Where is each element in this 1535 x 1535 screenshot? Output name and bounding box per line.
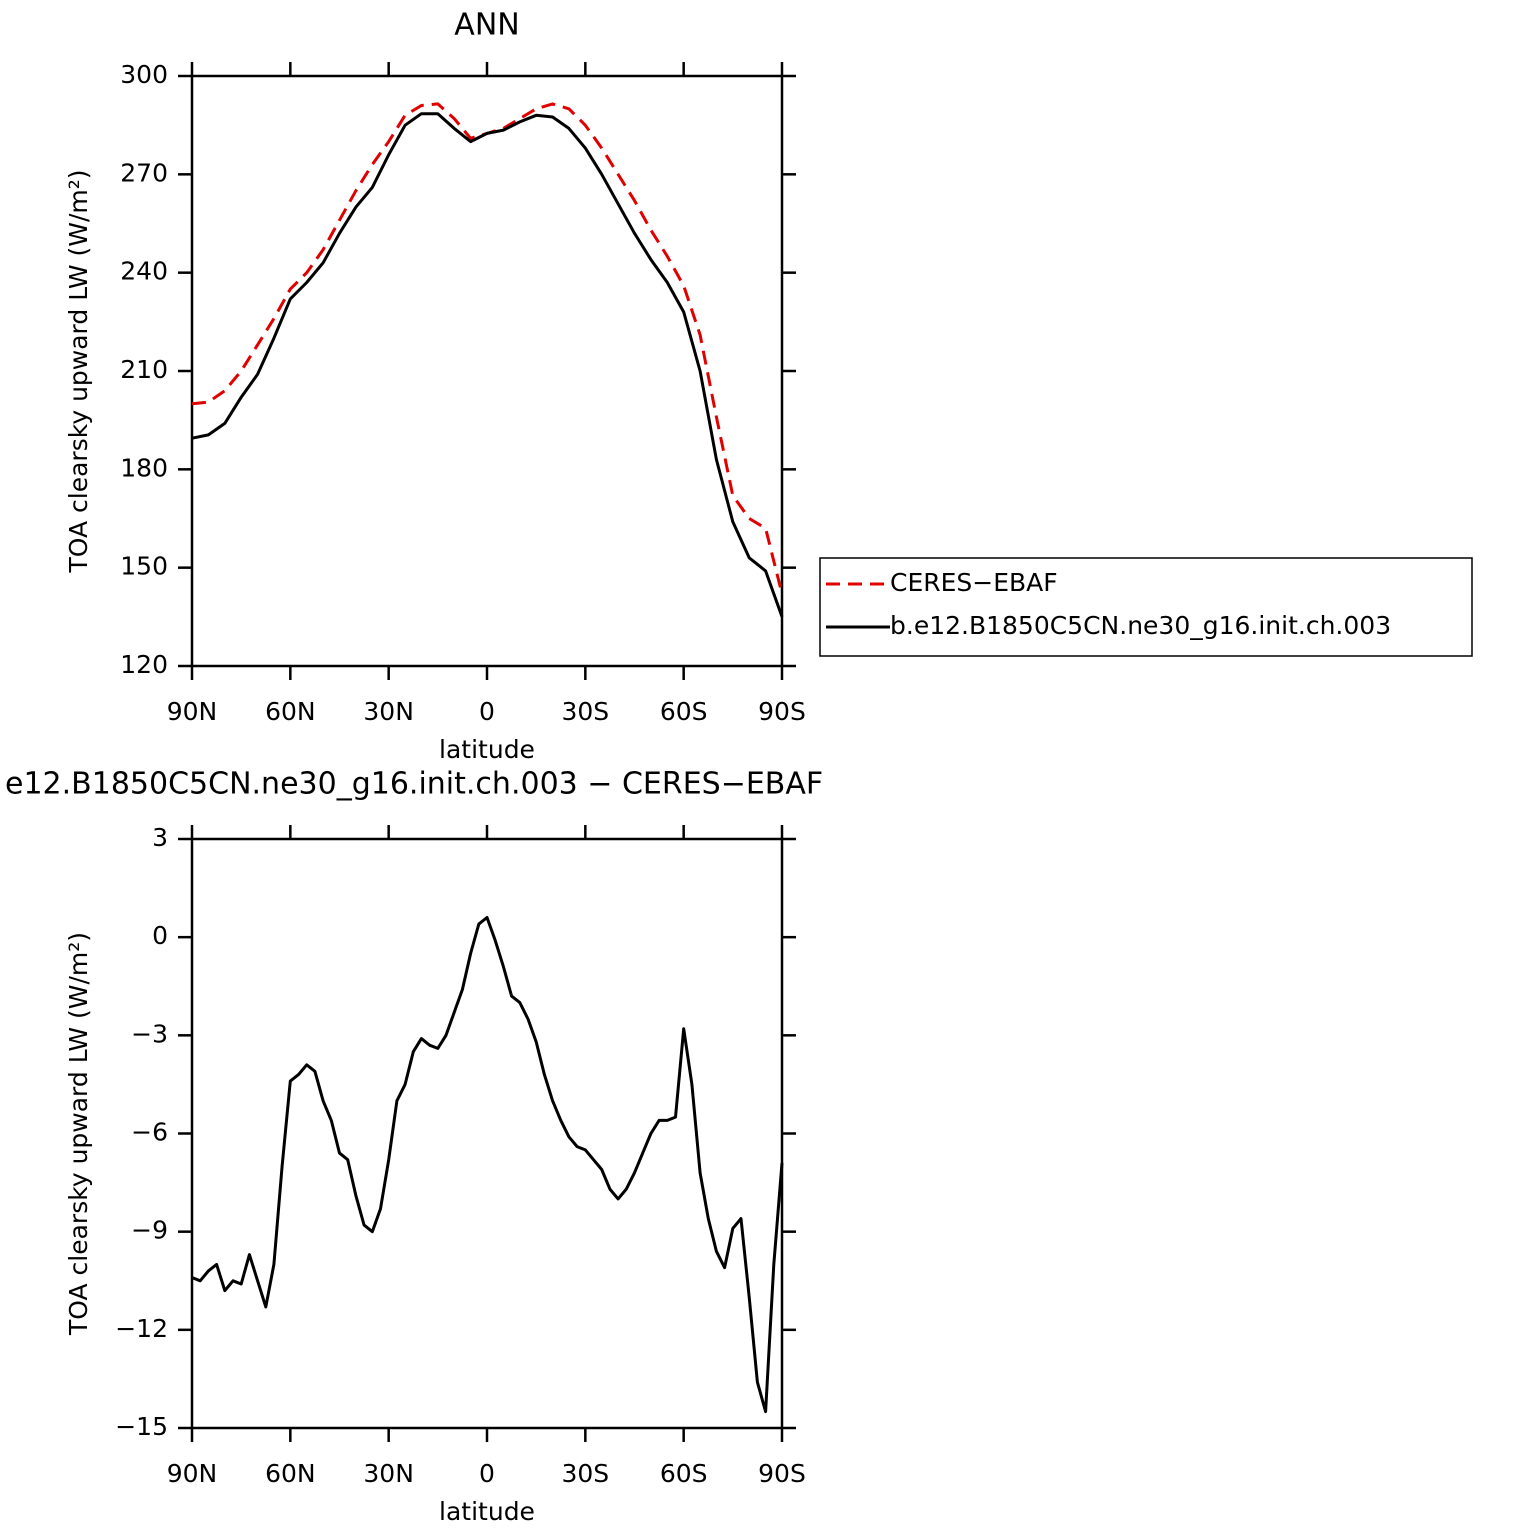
plot-frame [190,837,784,1430]
x-tick-label: 90N [167,1459,218,1488]
y-tick-label: 210 [120,355,168,384]
legend-label: b.e12.B1850C5CN.ne30_g16.init.ch.003 [890,611,1391,640]
chart-title: ANN [454,8,519,43]
x-tick-label: 30N [363,697,414,726]
y-axis-label: TOA clearsky upward LW (W/m²) [64,932,93,1336]
chart-title: e12.B1850C5CN.ne30_g16.init.ch.003 − CER… [5,767,823,802]
series-line [191,112,784,618]
y-tick-label: −6 [131,1118,168,1147]
y-tick-label: 120 [120,650,168,679]
x-axis-label: latitude [439,735,535,764]
y-tick-label: 0 [152,921,168,950]
x-tick-label: 30S [561,697,609,726]
x-tick-label: 30N [363,1459,414,1488]
x-axis-label: latitude [439,1497,535,1526]
y-tick-label: 150 [120,552,168,581]
x-tick-label: 60S [660,697,708,726]
x-tick-label: 0 [479,697,495,726]
x-tick-label: 60N [265,697,316,726]
series-line [191,916,784,1414]
y-tick-label: 300 [120,60,168,89]
plot-frame [190,74,784,668]
y-tick-label: −15 [115,1412,168,1441]
y-tick-label: −12 [115,1314,168,1343]
y-tick-label: −9 [131,1216,168,1245]
x-tick-label: 0 [479,1459,495,1488]
x-tick-label: 90S [758,697,806,726]
y-tick-label: 270 [120,158,168,187]
x-tick-label: 60N [265,1459,316,1488]
x-tick-label: 30S [561,1459,609,1488]
x-tick-label: 60S [660,1459,708,1488]
y-tick-label: 180 [120,453,168,482]
legend-box [819,557,1473,657]
y-tick-label: 3 [152,823,168,852]
x-tick-label: 90N [167,697,218,726]
legend-label: CERES−EBAF [890,568,1058,597]
y-tick-label: −3 [131,1019,168,1048]
y-tick-label: 240 [120,257,168,286]
y-axis-label: TOA clearsky upward LW (W/m²) [64,169,93,573]
x-tick-label: 90S [758,1459,806,1488]
